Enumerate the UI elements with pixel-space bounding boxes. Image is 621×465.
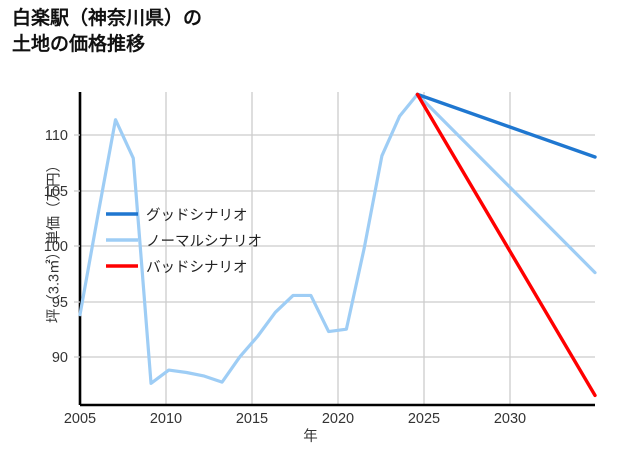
y-tick-label-110: 110 [45, 128, 68, 144]
y-tick-label-95: 95 [52, 295, 68, 311]
x-tick-label-2015: 2015 [236, 411, 268, 427]
legend-label-normal: ノーマルシナリオ [146, 234, 262, 250]
chart-title-line-2: 土地の価格推移 [12, 34, 146, 55]
x-tick-label-2020: 2020 [322, 411, 354, 427]
chart-title-line-1: 白楽駅（神奈川県）の [12, 8, 203, 29]
y-tick-label-105: 105 [44, 184, 68, 200]
y-tick-label-100: 100 [44, 239, 68, 255]
y-tick-marks [74, 134, 80, 358]
x-tick-label-2025: 2025 [408, 411, 440, 427]
legend: グッドシナリオ ノーマルシナリオ バッドシナリオ [106, 207, 262, 276]
x-tick-label-2005: 2005 [64, 411, 96, 427]
legend-label-good: グッドシナリオ [146, 207, 248, 224]
series-line-bad [415, 92, 597, 398]
legend-label-bad: バッドシナリオ [146, 260, 248, 276]
x-tick-label-2010: 2010 [150, 411, 182, 427]
series-line-normal [78, 92, 597, 385]
x-tick-label-2030: 2030 [494, 411, 526, 427]
y-tick-label-90: 90 [52, 350, 68, 366]
x-axis-label: 年 [303, 429, 318, 445]
chart-title: 白楽駅（神奈川県）の 土地の価格推移 [12, 6, 612, 58]
series-line-good [415, 92, 597, 159]
